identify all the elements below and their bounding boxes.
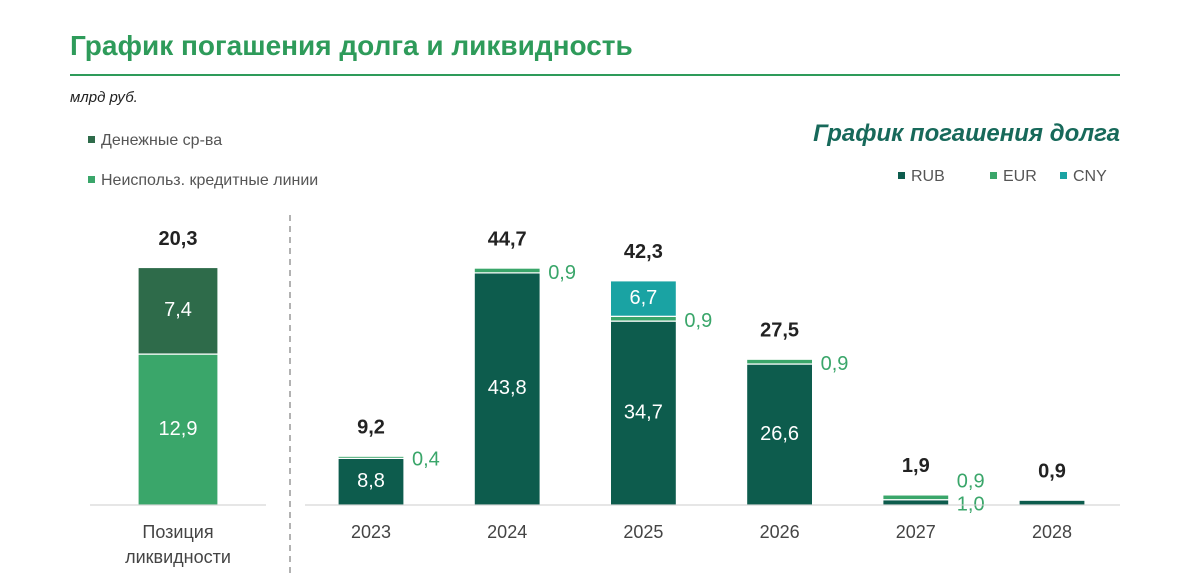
value-label: 0,9 [821,353,849,375]
value-label: 0,9 [957,471,985,493]
legend-label: RUB [911,168,945,185]
x-tick-label: Позиция ликвидности [125,522,231,567]
bar-segment [609,315,678,322]
x-tick-label: 2024 [487,522,527,542]
legend-label: Неиспольз. кредитные линии [101,172,319,189]
value-label: 8,8 [357,470,385,492]
total-label: 42,3 [624,241,663,263]
title: График погашения долга и ликвидность [70,30,633,61]
legend-swatch [990,172,997,179]
legend-item: RUB [898,166,945,187]
x-tick-label: 2027 [896,522,936,542]
legend-item: EUR [990,166,1037,187]
total-label: 9,2 [357,417,385,439]
value-label: 0,9 [684,310,712,332]
legend-label: CNY [1073,168,1107,185]
value-label: 0,9 [548,262,576,284]
total-label: 0,9 [1038,461,1066,483]
bar-segment [745,358,814,365]
value-label: 34,7 [624,401,663,423]
legend-swatch [88,136,95,143]
legend-swatch [88,176,95,183]
legend-item: CNY [1060,166,1107,187]
bar-segment [882,494,950,501]
legend-item: Денежные ср-ва [88,130,338,151]
x-tick-label: 2025 [623,522,663,542]
bar-segment [609,280,678,317]
value-label: 7,4 [164,299,192,321]
total-label: 1,9 [902,455,930,477]
bar-segment [473,272,541,506]
value-label: 12,9 [159,418,198,440]
bar-segment [337,455,405,459]
total-label: 20,3 [159,228,198,250]
x-tick-label: 2026 [760,522,800,542]
bar-segment [137,266,219,355]
legend-item: Неиспольз. кредитные линии [88,170,338,191]
bar-segment [473,267,541,274]
legend-label: Денежные ср-ва [101,132,223,149]
legend-swatch [898,172,905,179]
x-tick-label: 2023 [351,522,391,542]
bar-segment [745,363,814,506]
bar-segment [337,457,405,506]
unit: млрд руб. [70,89,138,106]
total-label: 44,7 [488,228,527,250]
total-label: 27,5 [760,320,799,342]
value-label: 26,6 [760,423,799,445]
bar-segment [137,353,219,506]
legend-swatch [1060,172,1067,179]
subtitle: График погашения долга [813,120,1120,147]
value-label: 6,7 [629,287,657,309]
bar-segment [882,499,950,506]
bar-segment [1018,499,1086,506]
value-label: 43,8 [488,377,527,399]
value-label: 0,4 [412,449,440,471]
legend-label: EUR [1003,168,1037,185]
x-tick-label: 2028 [1032,522,1072,542]
